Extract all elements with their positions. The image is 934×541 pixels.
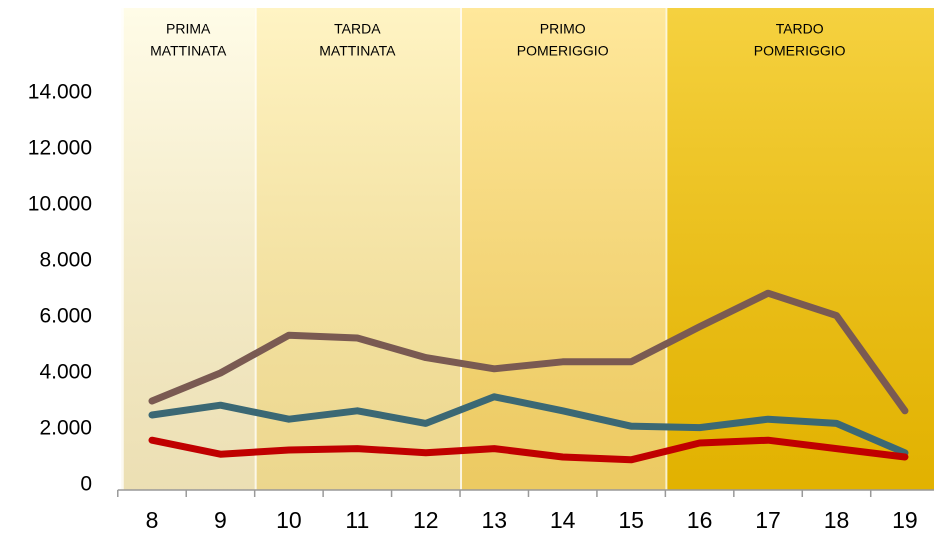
y-tick-label: 4.000 (39, 361, 92, 384)
band-shade (121, 8, 255, 490)
band-shade (665, 8, 934, 490)
band-shade (460, 8, 666, 490)
y-tick-label: 14.000 (28, 81, 92, 104)
x-tick-label: 16 (687, 507, 713, 533)
y-tick-label: 8.000 (39, 249, 92, 272)
x-tick-label: 12 (413, 507, 439, 533)
band-label: TARDA (334, 21, 381, 37)
y-tick-label: 2.000 (39, 417, 92, 440)
band-label: MATTINATA (150, 43, 227, 59)
band-label: PRIMA (166, 21, 211, 37)
series-line (148, 436, 909, 464)
series-line (148, 289, 909, 415)
x-tick-label: 11 (345, 507, 369, 533)
band-label: MATTINATA (319, 43, 396, 59)
x-tick-label: 19 (892, 507, 918, 533)
x-tick-label: 9 (214, 507, 227, 533)
x-tick-label: 8 (146, 507, 159, 533)
y-tick-label: 6.000 (39, 305, 92, 328)
x-tick-label: 17 (755, 507, 781, 533)
x-tick-label: 10 (276, 507, 302, 533)
x-tick-label: 18 (824, 507, 850, 533)
x-tick-label: 14 (550, 507, 576, 533)
y-tick-label: 10.000 (28, 193, 92, 216)
x-tick-label: 15 (618, 507, 644, 533)
y-tick-label: 0 (80, 473, 92, 496)
series-line (148, 393, 909, 457)
y-tick-label: 12.000 (28, 137, 92, 160)
x-tick-label: 13 (481, 507, 507, 533)
band-label: PRIMO (540, 21, 586, 37)
band-label: POMERIGGIO (754, 43, 846, 59)
band-label: POMERIGGIO (517, 43, 609, 59)
band-label: TARDO (776, 21, 824, 37)
